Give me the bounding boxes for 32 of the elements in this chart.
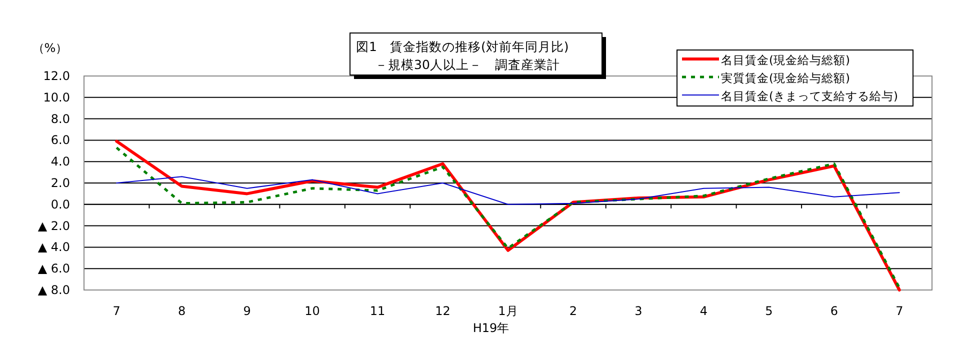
y-tick-label: 6.0 (50, 133, 70, 148)
x-tick-label: 7 (112, 304, 120, 318)
text: H19年 (472, 321, 510, 335)
x-tick-label: 4 (700, 304, 708, 318)
y-tick-label: ▲ 8.0 (38, 283, 70, 297)
x-tick-label: 10 (304, 304, 320, 318)
x-tick-label: 3 (634, 304, 642, 318)
y-tick-label: 2.0 (50, 176, 70, 190)
x-tick-label: 8 (178, 304, 186, 318)
y-tick-label: ▲ 6.0 (38, 262, 70, 276)
y-tick-label: 8.0 (50, 112, 70, 126)
x-tick-label: 1月 (498, 304, 518, 318)
legend-label: 実質賃金(現金給与総額) (721, 71, 850, 85)
chart-title: 図1 賃金指数の推移(対前年同月比) (356, 39, 569, 54)
x-tick-label: 11 (370, 304, 386, 318)
chart-subtitle: －規模30人以上－ 調査産業計 (375, 57, 560, 72)
x-tick-label: 5 (765, 304, 773, 318)
y-axis-title: （%） (32, 41, 68, 55)
x-tick-label: 12 (435, 304, 450, 318)
y-tick-label: 4.0 (50, 154, 70, 169)
x-tick-label: 2 (569, 304, 578, 318)
legend-label: 名目賃金(きまって支給する給与) (721, 89, 898, 103)
x-tick-label: 7 (896, 304, 904, 318)
y-tick-label: ▲ 4.0 (38, 240, 70, 254)
legend-label: 名目賃金(現金給与総額) (721, 53, 850, 67)
y-tick-label: 12.0 (43, 69, 70, 83)
x-tick-label: 6 (830, 304, 838, 318)
y-tick-label: 10.0 (43, 90, 70, 104)
line-series (116, 176, 900, 205)
y-tick-label: ▲ 2.0 (38, 218, 70, 233)
x-tick-label: 9 (243, 304, 251, 318)
y-tick-label: 0.0 (50, 197, 70, 212)
